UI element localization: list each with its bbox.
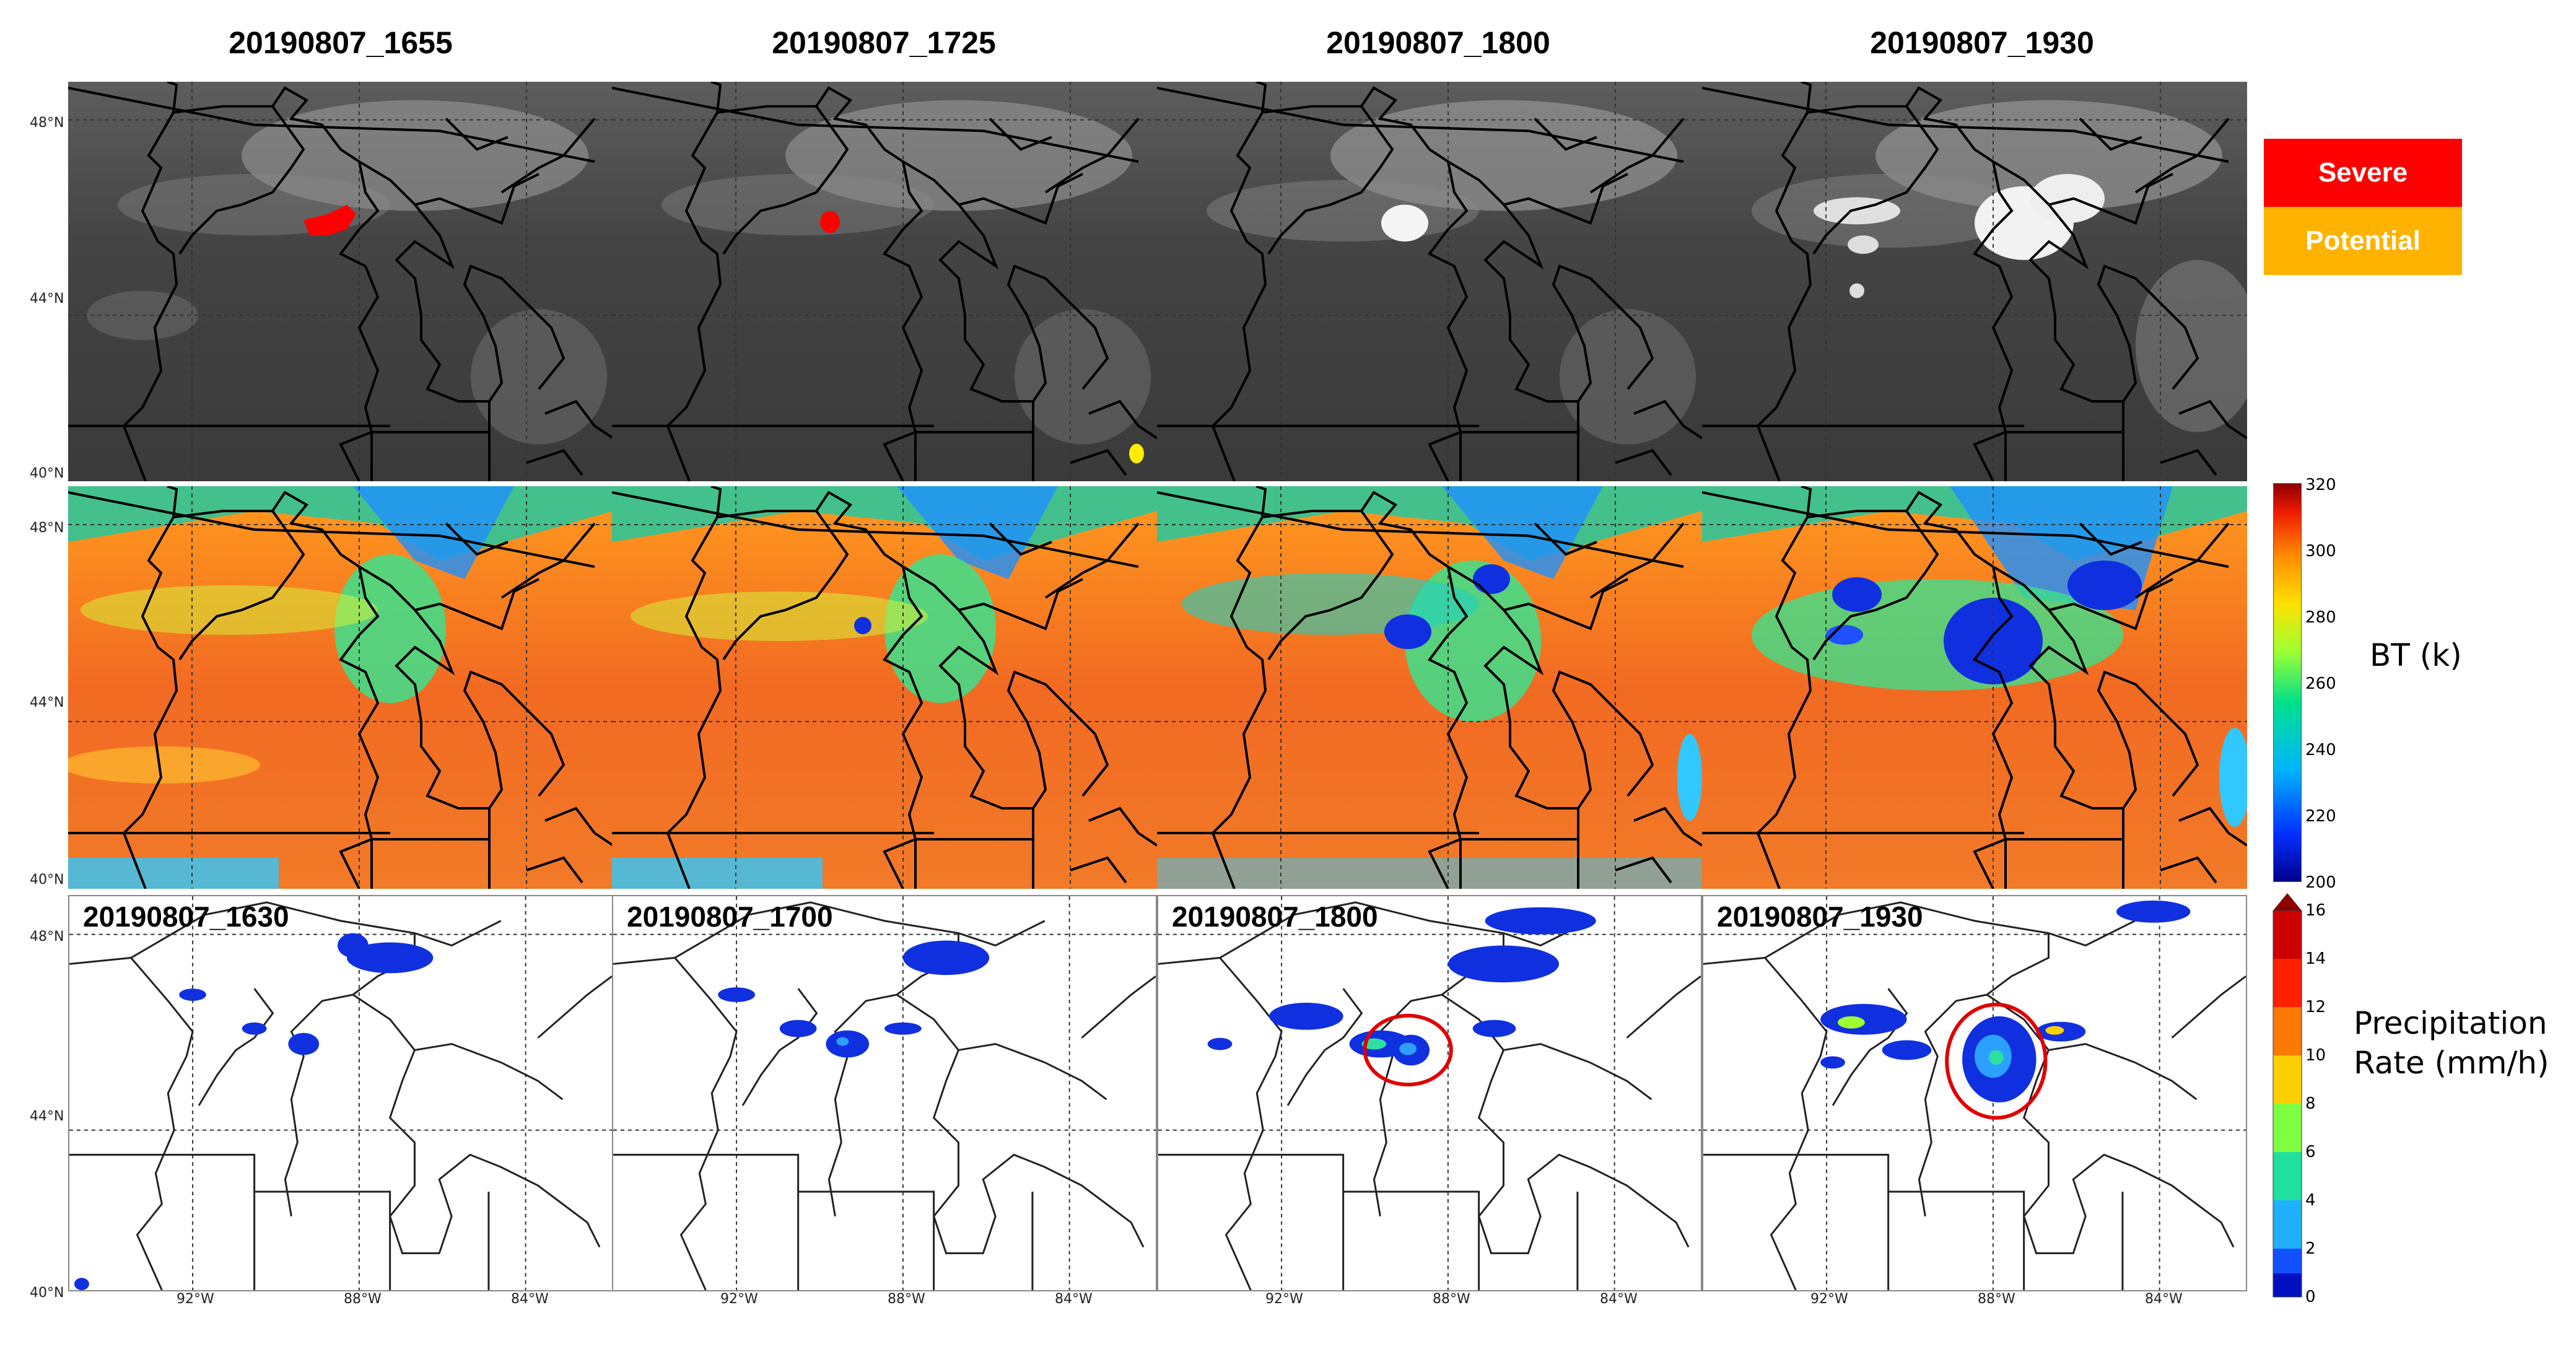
panel-timestamp: 20190807_1930 — [1717, 901, 1923, 933]
legend-severe: Severe — [2264, 139, 2462, 207]
precip-panel-1700: 20190807_1700 — [612, 895, 1157, 1291]
bt-panel-1725 — [612, 486, 1157, 889]
column-title: 20190807_1930 — [1870, 25, 2094, 60]
lat-label-40: 40°N — [30, 1285, 64, 1301]
lon-label-92: 92°W — [177, 1291, 214, 1307]
panel-timestamp: 20190807_1800 — [1172, 901, 1378, 933]
precip-tick: 6 — [2305, 1143, 2316, 1161]
bt-tick: 220 — [2305, 807, 2336, 826]
precip-tick: 10 — [2305, 1046, 2326, 1065]
panel-timestamp: 20190807_1630 — [83, 901, 289, 933]
bt-tick: 240 — [2305, 741, 2336, 759]
lat-label-48: 48°N — [30, 520, 64, 536]
visible-panel-1725 — [612, 82, 1157, 481]
bt-panel-1800 — [1157, 486, 1702, 889]
bt-tick: 300 — [2305, 542, 2336, 561]
precip-colorbar-label-line2: Rate (mm/h) — [2354, 1045, 2549, 1081]
precip-colorbar-label-line1: Precipitation — [2354, 1005, 2548, 1041]
bt-colorbar-label: BT (k) — [2370, 637, 2462, 673]
bt-tick: 320 — [2305, 476, 2336, 494]
lon-label-92: 92°W — [720, 1291, 758, 1307]
precip-tick: 2 — [2305, 1239, 2316, 1258]
lon-label-84: 84°W — [2145, 1291, 2183, 1307]
lon-label-88: 88°W — [1978, 1291, 2015, 1307]
precip-tick: 12 — [2305, 998, 2326, 1016]
column-title: 20190807_1725 — [772, 25, 996, 60]
bt-panel-1930 — [1702, 486, 2247, 889]
panel-timestamp: 20190807_1700 — [627, 901, 833, 933]
precip-tick: 0 — [2305, 1288, 2316, 1306]
lat-label-40: 40°N — [30, 872, 64, 888]
precip-panel-1800: 20190807_1800 — [1157, 895, 1702, 1291]
bt-panel-1655 — [68, 486, 613, 889]
lat-label-44: 44°N — [30, 1109, 64, 1124]
lon-label-84: 84°W — [1600, 1291, 1638, 1307]
lon-label-88: 88°W — [344, 1291, 382, 1307]
bt-tick: 280 — [2305, 608, 2336, 627]
severe-storm-marker — [303, 204, 356, 236]
precip-tick: 16 — [2305, 901, 2326, 920]
storm-highlight-circle — [1363, 1013, 1453, 1087]
colorbar-extend-arrow — [2273, 893, 2302, 910]
lat-label-48: 48°N — [30, 115, 64, 131]
visible-panel-1800 — [1157, 82, 1702, 481]
legend-potential: Potential — [2264, 207, 2462, 275]
precip-panel-1930: 20190807_1930 — [1702, 895, 2247, 1291]
lat-label-48: 48°N — [30, 929, 64, 945]
bt-tick: 200 — [2305, 873, 2336, 892]
storm-highlight-circle — [1945, 1002, 2048, 1120]
potential-storm-marker — [1129, 443, 1144, 464]
lat-label-44: 44°N — [30, 291, 64, 307]
visible-panel-1655 — [68, 82, 613, 481]
bt-colorbar — [2273, 483, 2302, 882]
lon-label-92: 92°W — [1810, 1291, 1848, 1307]
lon-label-92: 92°W — [1265, 1291, 1303, 1307]
precip-tick: 14 — [2305, 950, 2326, 968]
precip-colorbar — [2273, 893, 2302, 1298]
column-title: 20190807_1800 — [1326, 25, 1550, 60]
lon-label-88: 88°W — [888, 1291, 925, 1307]
precip-tick: 4 — [2305, 1191, 2316, 1210]
precip-panel-1630: 20190807_1630 — [68, 895, 613, 1291]
visible-panel-1930 — [1702, 82, 2247, 481]
bt-tick: 260 — [2305, 674, 2336, 693]
lon-label-84: 84°W — [1055, 1291, 1093, 1307]
precip-tick: 8 — [2305, 1094, 2316, 1113]
lat-label-40: 40°N — [30, 466, 64, 481]
lon-label-84: 84°W — [511, 1291, 549, 1307]
lat-label-44: 44°N — [30, 695, 64, 710]
lon-label-88: 88°W — [1433, 1291, 1470, 1307]
severe-storm-marker — [820, 211, 840, 234]
column-title: 20190807_1655 — [229, 25, 453, 60]
